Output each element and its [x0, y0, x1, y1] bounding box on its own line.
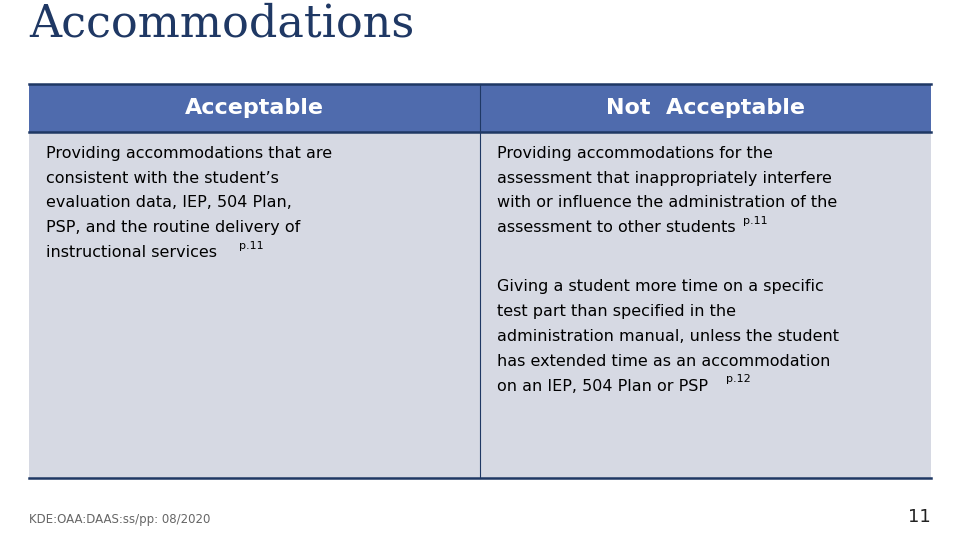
- Bar: [29, 84, 931, 132]
- Text: on an IEP, 504 Plan or PSP: on an IEP, 504 Plan or PSP: [497, 379, 708, 394]
- Text: consistent with the student’s: consistent with the student’s: [46, 171, 279, 186]
- Text: administration manual, unless the student: administration manual, unless the studen…: [497, 329, 839, 344]
- Text: p.11: p.11: [743, 216, 768, 226]
- Text: test part than specified in the: test part than specified in the: [497, 304, 736, 319]
- Text: Acceptable: Acceptable: [185, 98, 324, 118]
- Text: evaluation data, IEP, 504 Plan,: evaluation data, IEP, 504 Plan,: [46, 195, 292, 210]
- Bar: [29, 132, 931, 478]
- Text: Not  Acceptable: Not Acceptable: [606, 98, 805, 118]
- Text: with or influence the administration of the: with or influence the administration of …: [497, 195, 837, 210]
- Text: Providing accommodations for the: Providing accommodations for the: [497, 146, 773, 161]
- Text: PSP, and the routine delivery of: PSP, and the routine delivery of: [46, 220, 300, 235]
- Text: 11: 11: [908, 509, 931, 526]
- Text: p.11: p.11: [239, 240, 264, 251]
- Text: instructional services: instructional services: [46, 245, 217, 260]
- Text: has extended time as an accommodation: has extended time as an accommodation: [497, 354, 830, 369]
- Text: Providing accommodations that are: Providing accommodations that are: [46, 146, 332, 161]
- Text: assessment to other students: assessment to other students: [497, 220, 736, 235]
- Text: KDE:OAA:DAAS:ss/pp: 08/2020: KDE:OAA:DAAS:ss/pp: 08/2020: [29, 514, 210, 526]
- Text: Accommodations: Accommodations: [29, 3, 414, 46]
- Text: assessment that inappropriately interfere: assessment that inappropriately interfer…: [497, 171, 832, 186]
- Text: p.12: p.12: [726, 374, 751, 384]
- Text: Giving a student more time on a specific: Giving a student more time on a specific: [497, 280, 824, 294]
